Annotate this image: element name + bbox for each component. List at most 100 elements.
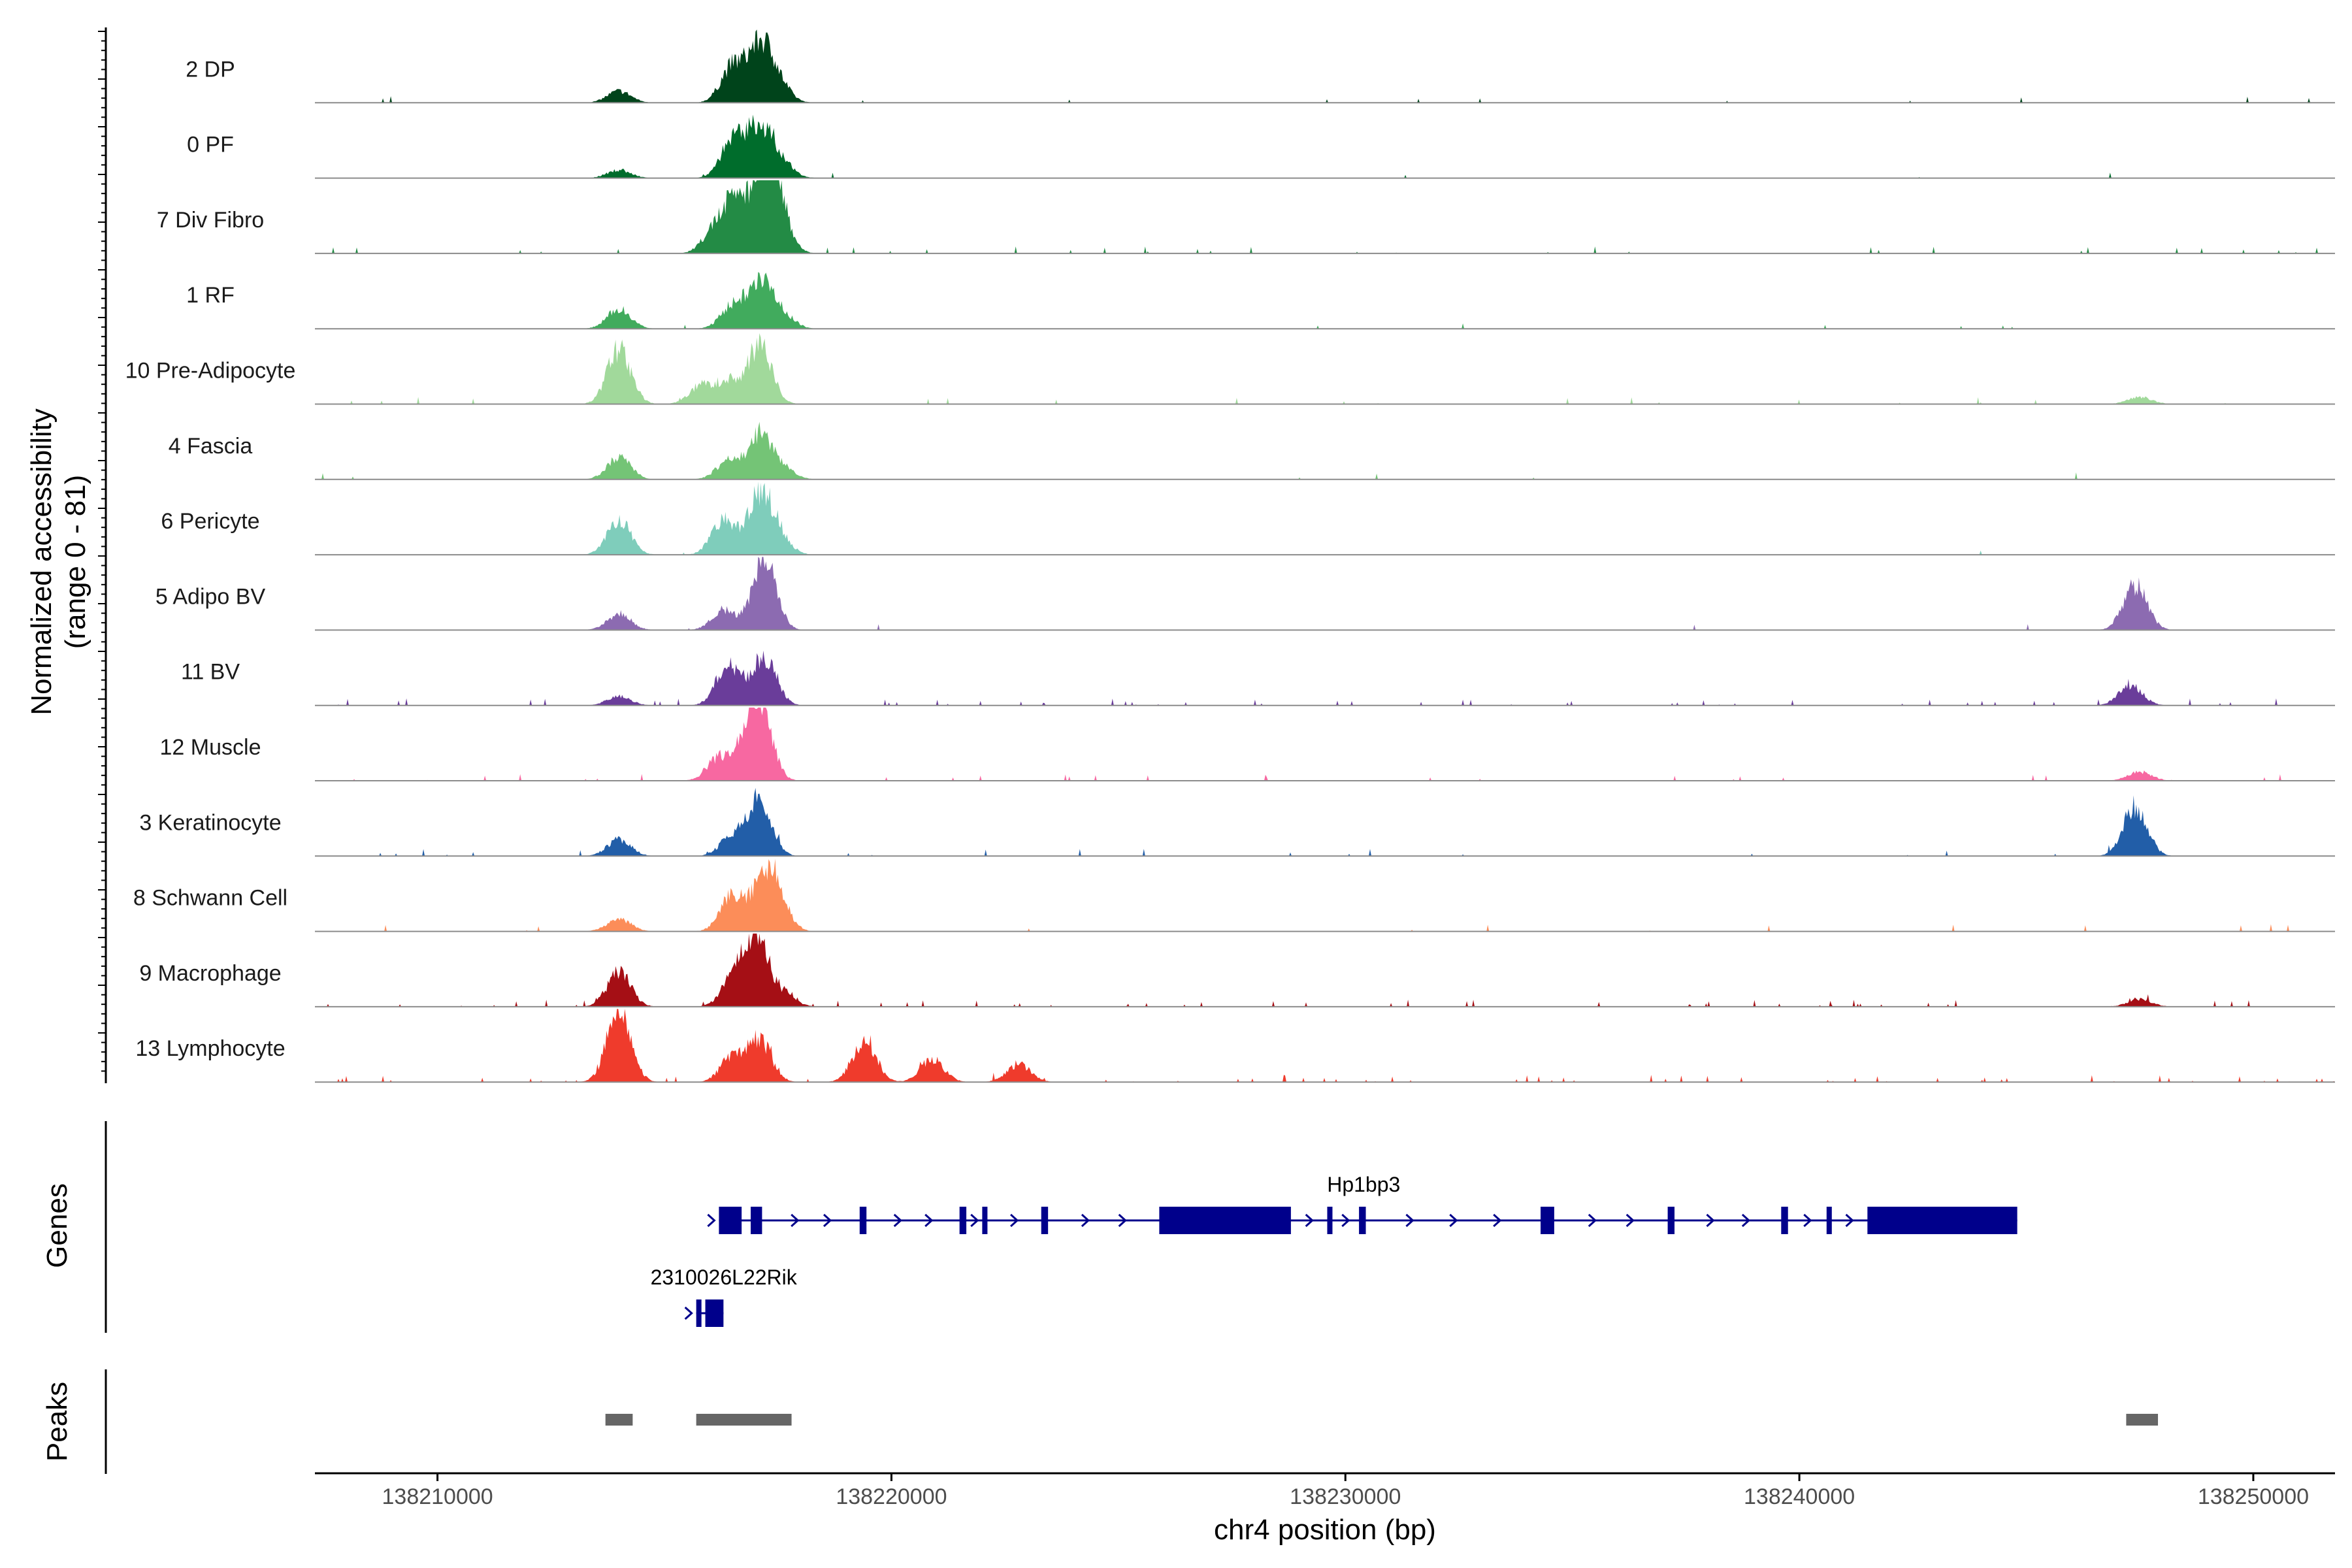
track-label: 1 RF — [186, 283, 235, 308]
gene-exon — [1159, 1207, 1291, 1234]
coverage-area — [315, 29, 2335, 103]
strand-arrow — [893, 1213, 902, 1228]
track-label: 12 Muscle — [160, 735, 261, 760]
coverage-area — [315, 482, 2335, 555]
peak-region — [605, 1414, 633, 1426]
track-8-schwann-cell: 8 Schwann Cell — [133, 858, 2335, 932]
x-axis-title: chr4 position (bp) — [1214, 1514, 1436, 1546]
coverage-area — [315, 114, 2335, 178]
x-tick-label: 138240000 — [1744, 1484, 1855, 1509]
coverage-area — [315, 788, 2335, 857]
gene-hp1bp3: Hp1bp3 — [707, 1173, 2017, 1234]
y-axis-ticks — [98, 31, 106, 1072]
track-label: 6 Pericyte — [161, 509, 259, 534]
x-tick-label: 138250000 — [2198, 1484, 2309, 1509]
coverage-area — [315, 1009, 2335, 1083]
x-tick-label: 138230000 — [1290, 1484, 1401, 1509]
x-axis-ticks: 138210000 138220000 138230000 138240000 1382… — [382, 1473, 2309, 1509]
track-label: 13 Lymphocyte — [135, 1036, 285, 1061]
strand-arrow — [1741, 1213, 1751, 1228]
genes-panel-label: Genes — [41, 1183, 73, 1268]
track-label: 11 BV — [181, 660, 240, 685]
track-9-macrophage: 9 Macrophage — [139, 933, 2335, 1007]
track-0-pf: 0 PF — [187, 114, 2335, 179]
x-tick-label: 138220000 — [836, 1484, 947, 1509]
gene-exon — [1781, 1207, 1788, 1234]
strand-arrow — [1010, 1213, 1019, 1228]
strand-arrow — [1803, 1213, 1812, 1228]
x-tick-label: 138210000 — [382, 1484, 493, 1509]
gene-2310026l22rik: 2310026L22Rik — [651, 1266, 798, 1327]
strand-arrow — [1625, 1213, 1635, 1228]
track-label: 8 Schwann Cell — [133, 886, 287, 911]
strand-arrow — [1493, 1213, 1502, 1228]
peak-region — [696, 1414, 792, 1426]
y-axis-title: Normalized accessibility — [25, 408, 57, 715]
strand-arrow — [1341, 1213, 1350, 1228]
track-10-pre-adipocyte: 10 Pre-Adipocyte — [125, 333, 2335, 405]
gene-exon — [1667, 1207, 1675, 1234]
strand-arrow — [823, 1213, 832, 1228]
track-label: 5 Adipo BV — [155, 584, 266, 609]
track-3-keratinocyte: 3 Keratinocyte — [139, 788, 2335, 857]
track-5-adipo-bv: 5 Adipo BV — [155, 557, 2335, 631]
track-label: 9 Macrophage — [139, 961, 281, 986]
track-12-muscle: 12 Muscle — [160, 708, 2335, 781]
track-7-div-fibro: 7 Div Fibro — [157, 180, 2335, 254]
coverage-area — [315, 333, 2335, 404]
peaks-panel-label: Peaks — [41, 1382, 73, 1462]
gene-exon — [859, 1207, 867, 1234]
gene-exon — [1541, 1207, 1554, 1234]
gene-exon — [1041, 1207, 1049, 1234]
strand-arrow — [684, 1306, 693, 1320]
track-13-lymphocyte: 13 Lymphocyte — [135, 1009, 2335, 1083]
strand-arrow — [924, 1213, 934, 1228]
strand-arrow — [970, 1213, 979, 1228]
track-label: 0 PF — [187, 133, 234, 157]
y-axis-subtitle: (range 0 - 81) — [59, 475, 91, 649]
track-label: 3 Keratinocyte — [139, 810, 281, 835]
coverage-area — [315, 421, 2335, 480]
coverage-area — [315, 180, 2335, 253]
gene-exon — [719, 1207, 742, 1234]
strand-arrow — [1405, 1213, 1414, 1228]
strand-arrow — [1706, 1213, 1715, 1228]
gene-exon — [705, 1299, 724, 1327]
coverage-area — [315, 933, 2335, 1007]
track-2-dp: 2 DP — [186, 29, 2335, 104]
gene-exon — [1327, 1207, 1333, 1234]
coverage-area — [315, 708, 2335, 781]
track-label: 4 Fascia — [169, 434, 253, 459]
track-label: 7 Div Fibro — [157, 208, 264, 233]
track-1-rf: 1 RF — [186, 272, 2335, 330]
coverage-tracks: 2 DP 0 PF 7 Div Fibro 1 RF 10 Pre-Adipocyte 4… — [125, 29, 2335, 1083]
gene-models: Hp1bp3 2310026L22Rik — [651, 1173, 2017, 1327]
coverage-area — [315, 272, 2335, 329]
track-6-pericyte: 6 Pericyte — [161, 482, 2335, 556]
track-4-fascia: 4 Fascia — [169, 421, 2335, 480]
track-11-bv: 11 BV — [181, 650, 2335, 706]
peak-region — [2126, 1414, 2159, 1426]
strand-arrow — [1449, 1213, 1458, 1228]
strand-arrow — [1588, 1213, 1597, 1228]
track-label: 10 Pre-Adipocyte — [125, 359, 296, 384]
gene-label: 2310026L22Rik — [651, 1266, 798, 1289]
gene-exon — [982, 1207, 988, 1234]
gene-exon — [696, 1299, 702, 1327]
coverage-area — [315, 858, 2335, 932]
strand-arrow — [1845, 1213, 1854, 1228]
gene-exon — [959, 1207, 967, 1234]
strand-arrow — [1081, 1213, 1090, 1228]
strand-arrow — [1118, 1213, 1127, 1228]
gene-exon — [1826, 1207, 1832, 1234]
strand-arrow — [707, 1213, 716, 1228]
strand-arrow — [1305, 1213, 1314, 1228]
gene-exon — [751, 1207, 762, 1234]
gene-exon — [1867, 1207, 2017, 1234]
strand-arrow — [791, 1213, 800, 1228]
coverage-area — [315, 650, 2335, 706]
track-label: 2 DP — [186, 57, 235, 82]
gene-label: Hp1bp3 — [1327, 1173, 1400, 1196]
coverage-area — [315, 557, 2335, 630]
